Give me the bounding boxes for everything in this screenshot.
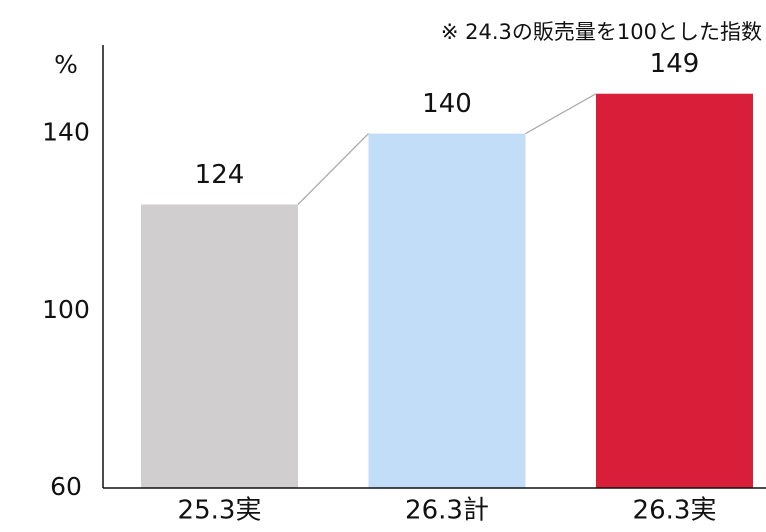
bar (141, 204, 298, 489)
y-unit: % (54, 50, 78, 79)
x-tick-label: 26.3実 (633, 496, 717, 526)
x-tick-label: 25.3実 (178, 496, 262, 526)
y-tick-label: 60 (50, 472, 82, 501)
annotation: ※ 24.3の販売量を100とした指数 (441, 20, 762, 44)
data-label: 124 (195, 160, 245, 190)
data-label: 149 (650, 49, 700, 79)
data-label: 140 (422, 89, 472, 119)
bar (596, 93, 753, 488)
connector-line (525, 93, 597, 135)
y-tick-label: 140 (42, 118, 90, 147)
x-tick-label: 26.3計 (405, 496, 489, 526)
bar (368, 133, 526, 488)
y-tick-label: 100 (42, 295, 90, 324)
connector-line (297, 133, 369, 205)
